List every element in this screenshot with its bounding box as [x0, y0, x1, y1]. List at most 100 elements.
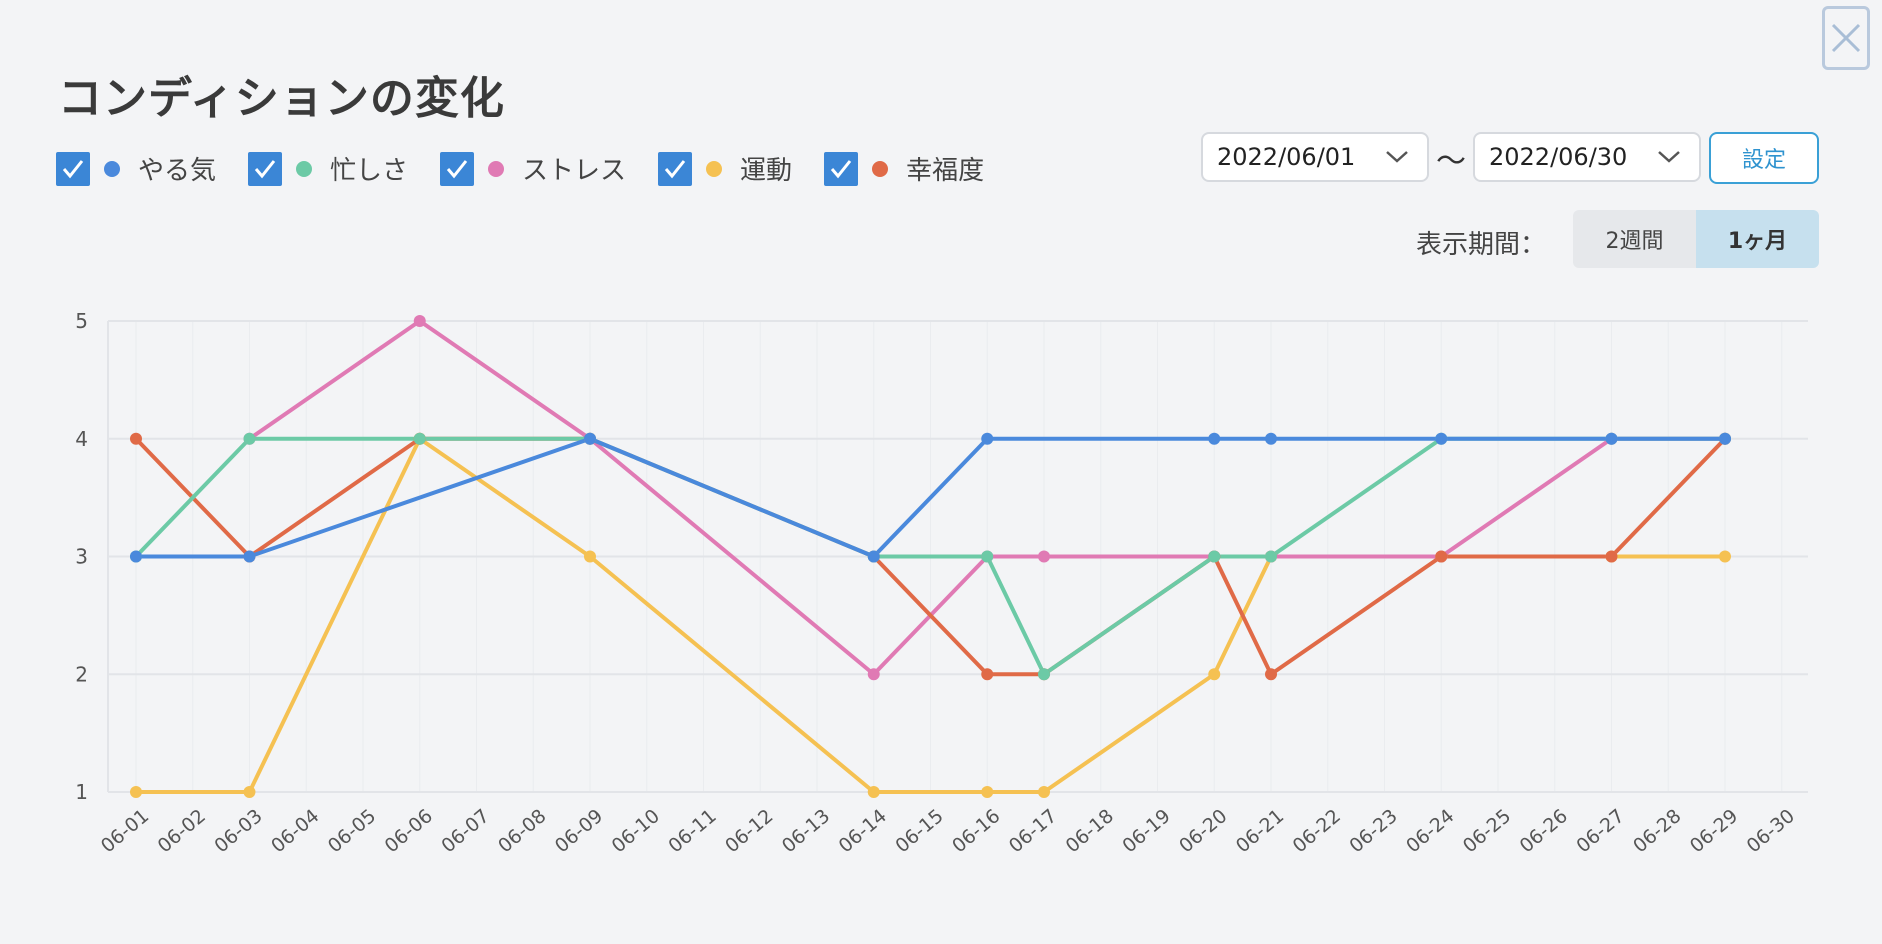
data-point — [981, 786, 994, 798]
data-point — [413, 315, 426, 327]
legend-item-stress[interactable]: ストレス — [440, 150, 626, 187]
x-tick-label: 06-14 — [835, 805, 891, 857]
y-tick-label: 4 — [75, 427, 88, 451]
data-point — [1605, 550, 1618, 563]
data-point — [867, 786, 880, 798]
set-button[interactable]: 設定 — [1709, 132, 1819, 184]
x-tick-label: 06-02 — [154, 805, 210, 857]
period-toggle: 2週間 1ヶ月 — [1573, 210, 1819, 268]
x-tick-label: 06-25 — [1459, 805, 1515, 857]
data-point — [243, 786, 256, 798]
data-point — [1435, 550, 1448, 563]
legend-label: 忙しさ — [330, 156, 409, 186]
x-tick-label: 06-10 — [608, 805, 664, 857]
x-tick-label: 06-21 — [1232, 805, 1288, 857]
x-tick-label: 06-16 — [948, 805, 1004, 857]
x-tick-label: 06-18 — [1062, 805, 1118, 857]
date-separator: 〜 — [1436, 144, 1466, 179]
series-line — [136, 436, 1725, 559]
x-tick-label: 06-06 — [381, 805, 437, 857]
legend-dot — [488, 160, 505, 177]
data-point — [1208, 432, 1221, 445]
legend-dot — [104, 160, 120, 177]
x-tick-label: 06-28 — [1629, 805, 1685, 857]
legend-label: 幸福度 — [906, 156, 985, 186]
y-tick-label: 5 — [75, 309, 88, 333]
x-tick-label: 06-22 — [1289, 805, 1345, 857]
x-tick-label: 06-29 — [1686, 805, 1742, 857]
checkbox[interactable] — [440, 151, 475, 186]
legend-item-busyness[interactable]: 忙しさ — [248, 150, 408, 187]
x-tick-label: 06-26 — [1516, 805, 1572, 857]
close-icon — [1831, 23, 1861, 53]
checkbox[interactable] — [824, 151, 859, 186]
x-tick-label: 06-12 — [721, 805, 777, 857]
check-icon — [446, 159, 468, 178]
x-tick-label: 06-03 — [210, 805, 266, 857]
y-tick-label: 3 — [75, 545, 88, 569]
end-date-value: 2022/06/30 — [1489, 143, 1628, 171]
x-tick-label: 06-01 — [97, 805, 153, 857]
close-button[interactable] — [1822, 6, 1870, 70]
x-tick-label: 06-19 — [1118, 805, 1174, 857]
data-point — [1038, 550, 1050, 563]
data-point — [1208, 550, 1221, 563]
check-icon — [830, 159, 852, 178]
legend-label: 運動 — [740, 156, 793, 186]
period-2weeks-button[interactable]: 2週間 — [1573, 210, 1696, 268]
chevron-down-icon — [1386, 151, 1408, 163]
x-tick-label: 06-05 — [324, 805, 380, 857]
x-tick-label: 06-11 — [664, 805, 720, 857]
period-label: 表示期間： — [1416, 230, 1547, 260]
data-point — [1265, 550, 1277, 563]
chevron-down-icon — [1658, 151, 1680, 163]
checkbox[interactable] — [658, 151, 693, 186]
y-tick-label: 1 — [75, 780, 88, 804]
data-point — [1038, 668, 1050, 681]
data-point — [130, 432, 142, 445]
legend: やる気 忙しさ ストレス 運動 幸福度 — [56, 150, 1016, 187]
data-point — [981, 668, 994, 681]
data-point — [1605, 432, 1618, 445]
data-point — [243, 550, 256, 563]
end-date-select[interactable]: 2022/06/30 — [1473, 132, 1701, 182]
legend-item-motivation[interactable]: やる気 — [56, 150, 216, 187]
period-1month-button[interactable]: 1ヶ月 — [1696, 210, 1819, 268]
x-tick-label: 06-08 — [494, 805, 550, 857]
data-point — [130, 786, 142, 798]
check-icon — [62, 159, 84, 178]
data-point — [584, 550, 596, 563]
legend-item-happiness[interactable]: 幸福度 — [824, 150, 984, 187]
data-point — [867, 550, 880, 563]
x-tick-label: 06-30 — [1743, 805, 1799, 857]
legend-item-exercise[interactable]: 運動 — [658, 150, 792, 187]
checkbox[interactable] — [248, 151, 283, 186]
legend-label: やる気 — [138, 156, 217, 186]
data-point — [1719, 550, 1731, 563]
start-date-select[interactable]: 2022/06/01 — [1201, 132, 1429, 182]
x-tick-label: 06-13 — [778, 805, 834, 857]
data-point — [981, 550, 994, 563]
x-tick-label: 06-04 — [267, 805, 323, 857]
x-tick-label: 06-24 — [1402, 805, 1458, 857]
data-point — [1265, 432, 1277, 445]
x-tick-label: 06-15 — [891, 805, 947, 857]
checkbox[interactable] — [56, 151, 90, 186]
data-point — [413, 432, 426, 445]
legend-dot — [706, 160, 723, 177]
data-point — [981, 432, 994, 445]
x-tick-label: 06-07 — [437, 805, 493, 857]
page-title: コンディションの変化 — [58, 73, 505, 124]
data-point — [867, 668, 880, 681]
x-tick-label: 06-23 — [1345, 805, 1401, 857]
check-icon — [254, 159, 276, 178]
data-point — [130, 550, 142, 563]
x-tick-label: 06-27 — [1572, 805, 1628, 857]
data-point — [1265, 668, 1277, 681]
data-point — [1038, 786, 1050, 798]
check-icon — [664, 159, 686, 178]
series-line — [134, 436, 1727, 677]
data-point — [1719, 432, 1731, 445]
data-point — [1208, 668, 1221, 681]
